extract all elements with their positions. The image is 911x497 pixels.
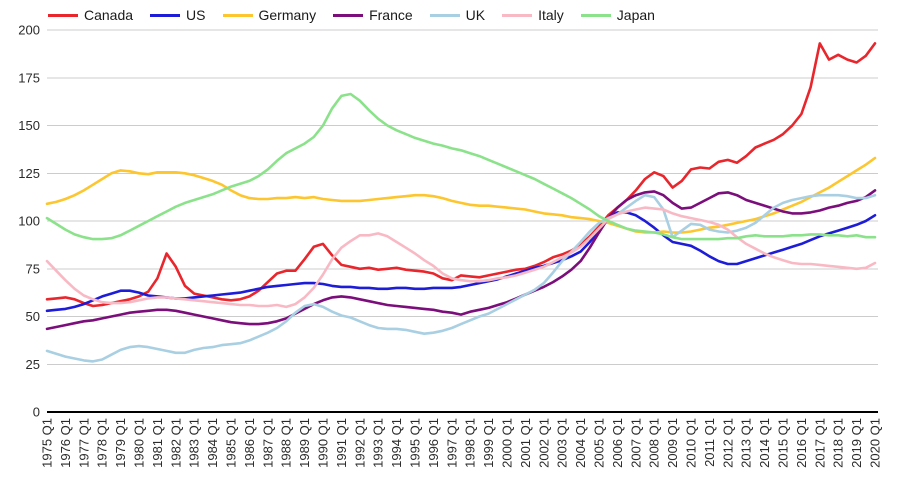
x-tick-label: 1982 Q1 <box>168 418 183 468</box>
y-tick-label: 150 <box>18 118 40 133</box>
x-tick-label: 2007 Q1 <box>628 418 643 468</box>
legend-item-canada[interactable]: Canada <box>48 4 133 26</box>
legend-line-swatch <box>150 13 181 17</box>
x-tick-label: 2005 Q1 <box>592 418 607 468</box>
series-line-france <box>45 189 877 331</box>
x-tick-label: 1986 Q1 <box>242 418 257 468</box>
y-tick-label: 100 <box>18 214 40 229</box>
x-tick-label: 1989 Q1 <box>297 418 312 468</box>
x-tick-label: 2008 Q1 <box>647 418 662 468</box>
x-tick-label: 1998 Q1 <box>463 418 478 468</box>
x-tick-label: 1975 Q1 <box>40 418 55 468</box>
x-tick-label: 2019 Q1 <box>849 418 864 468</box>
x-tick-label: 2000 Q1 <box>500 418 515 468</box>
x-tick-label: 1999 Q1 <box>481 418 496 468</box>
legend-item-germany[interactable]: Germany <box>222 4 317 26</box>
x-tick-label: 2011 Q1 <box>702 418 717 467</box>
x-tick-label: 1980 Q1 <box>132 418 147 468</box>
x-tick-label: 2002 Q1 <box>536 418 551 468</box>
x-tick-label: 2018 Q1 <box>831 418 846 468</box>
x-tick-label: 1985 Q1 <box>224 418 239 468</box>
y-tick-label: 200 <box>18 23 40 38</box>
x-tick-label: 1987 Q1 <box>260 418 275 468</box>
x-tick-label: 1992 Q1 <box>352 418 367 468</box>
x-tick-label: 2013 Q1 <box>739 418 754 468</box>
x-tick-label: 1994 Q1 <box>389 418 404 468</box>
x-tick-label: 1993 Q1 <box>371 418 386 468</box>
legend-label: France <box>369 7 413 23</box>
x-tick-label: 1988 Q1 <box>279 418 294 468</box>
legend-line-swatch <box>333 13 364 17</box>
x-tick-label: 2015 Q1 <box>776 418 791 468</box>
y-tick-label: 50 <box>26 309 40 324</box>
legend-label: UK <box>465 7 486 23</box>
series-line-italy <box>45 206 877 309</box>
x-tick-label: 2001 Q1 <box>518 418 533 468</box>
y-tick-label: 75 <box>26 261 40 276</box>
x-tick-label: 1978 Q1 <box>95 418 110 468</box>
x-tick-label: 1990 Q1 <box>316 418 331 468</box>
x-tick-label: 1977 Q1 <box>76 418 91 468</box>
x-tick-label: 2006 Q1 <box>610 418 625 468</box>
x-tick-label: 1979 Q1 <box>113 418 128 468</box>
legend-item-japan[interactable]: Japan <box>580 4 655 26</box>
x-tick-label: 2004 Q1 <box>573 418 588 468</box>
legend-line-swatch <box>48 13 78 17</box>
legend-item-france[interactable]: France <box>333 4 413 26</box>
legend-line-swatch <box>502 13 533 17</box>
x-tick-label: 2003 Q1 <box>555 418 570 468</box>
legend-label: Italy <box>538 7 564 23</box>
series-line-canada <box>45 42 877 308</box>
x-tick-label: 2014 Q1 <box>757 418 772 468</box>
chart-legend: Canada US Germany France UK Italy Japan <box>48 4 655 26</box>
x-tick-label: 2012 Q1 <box>720 418 735 468</box>
legend-label: Canada <box>84 7 134 23</box>
x-tick-label: 1997 Q1 <box>444 418 459 468</box>
legend-item-italy[interactable]: Italy <box>502 4 564 26</box>
y-tick-label: 25 <box>26 357 40 372</box>
x-tick-label: 2009 Q1 <box>665 418 680 468</box>
y-tick-label: 175 <box>18 70 40 85</box>
x-tick-label: 1984 Q1 <box>205 418 220 468</box>
legend-line-swatch <box>429 13 460 17</box>
legend-line-swatch <box>222 13 253 17</box>
legend-item-uk[interactable]: UK <box>429 4 486 26</box>
x-tick-label: 2020 Q1 <box>868 418 883 468</box>
series-line-germany <box>45 156 877 234</box>
x-tick-label: 1996 Q1 <box>426 418 441 468</box>
legend-label: Japan <box>616 7 655 23</box>
legend-label: Germany <box>258 7 317 23</box>
series-line-uk <box>45 193 877 363</box>
x-tick-label: 1983 Q1 <box>187 418 202 468</box>
y-tick-label: 0 <box>33 405 40 420</box>
x-tick-label: 2010 Q1 <box>684 418 699 468</box>
legend-label: US <box>186 7 206 23</box>
legend-line-swatch <box>580 13 611 17</box>
x-tick-label: 2017 Q1 <box>812 418 827 468</box>
x-tick-label: 1995 Q1 <box>408 418 423 468</box>
x-tick-label: 1981 Q1 <box>150 418 165 468</box>
x-tick-label: 2016 Q1 <box>794 418 809 468</box>
x-tick-label: 1991 Q1 <box>334 418 349 468</box>
series-line-japan <box>45 92 877 241</box>
y-tick-label: 125 <box>18 166 40 181</box>
x-tick-label: 1976 Q1 <box>58 418 73 468</box>
legend-item-us[interactable]: US <box>150 4 206 26</box>
